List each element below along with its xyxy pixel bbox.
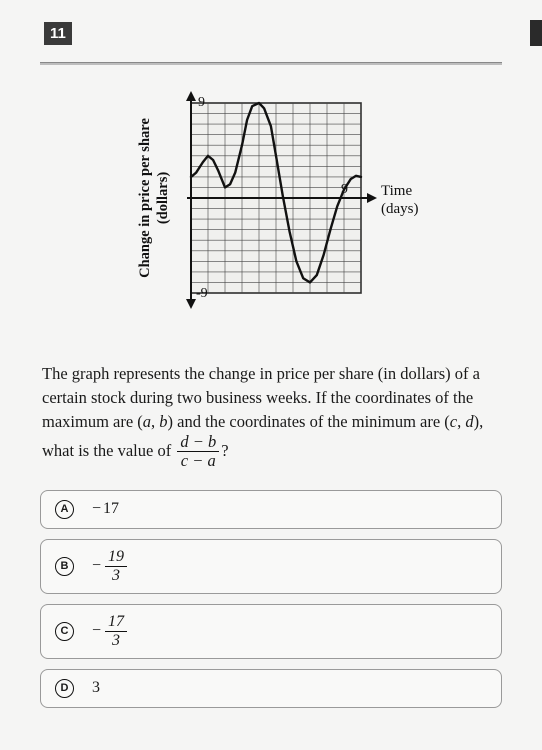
var-d: d	[465, 412, 473, 431]
choice-value: − 173	[92, 614, 129, 649]
svg-text:Change in price per share: Change in price per share	[137, 118, 153, 278]
choice-value: − 193	[92, 549, 129, 584]
choice-c[interactable]: C − 173	[40, 604, 502, 659]
var-a: a	[143, 412, 151, 431]
chart-container: 9 -9 9 Time (days) Change in price per share(…	[40, 89, 502, 344]
top-divider	[40, 62, 502, 65]
choice-letter: B	[55, 557, 74, 576]
svg-text:(days): (days)	[381, 201, 419, 217]
svg-text:-9: -9	[196, 286, 208, 301]
choice-letter: C	[55, 622, 74, 641]
svg-text:Time: Time	[381, 183, 412, 199]
choice-d[interactable]: D 3	[40, 669, 502, 708]
svg-text:9: 9	[341, 182, 348, 197]
choice-letter: A	[55, 500, 74, 519]
choice-b[interactable]: B − 193	[40, 539, 502, 594]
svg-text:9: 9	[198, 95, 205, 110]
choice-a[interactable]: A −17	[40, 490, 502, 529]
var-b: b	[159, 412, 167, 431]
question-number-badge: 11	[44, 22, 72, 45]
page-corner-mark	[530, 20, 542, 46]
price-change-chart: 9 -9 9 Time (days) Change in price per share(…	[111, 89, 431, 339]
question-prompt: The graph represents the change in price…	[42, 362, 500, 470]
choice-value: −17	[92, 500, 119, 518]
prompt-text-mid: ) and the coordinates of the minimum are…	[168, 412, 450, 431]
choice-letter: D	[55, 679, 74, 698]
choice-value: 3	[92, 679, 100, 697]
answer-choices: A −17 B − 193 C − 173 D 3	[40, 490, 502, 708]
expression-fraction: d − bc − a	[177, 434, 219, 470]
svg-text:(dollars): (dollars)	[155, 172, 171, 225]
